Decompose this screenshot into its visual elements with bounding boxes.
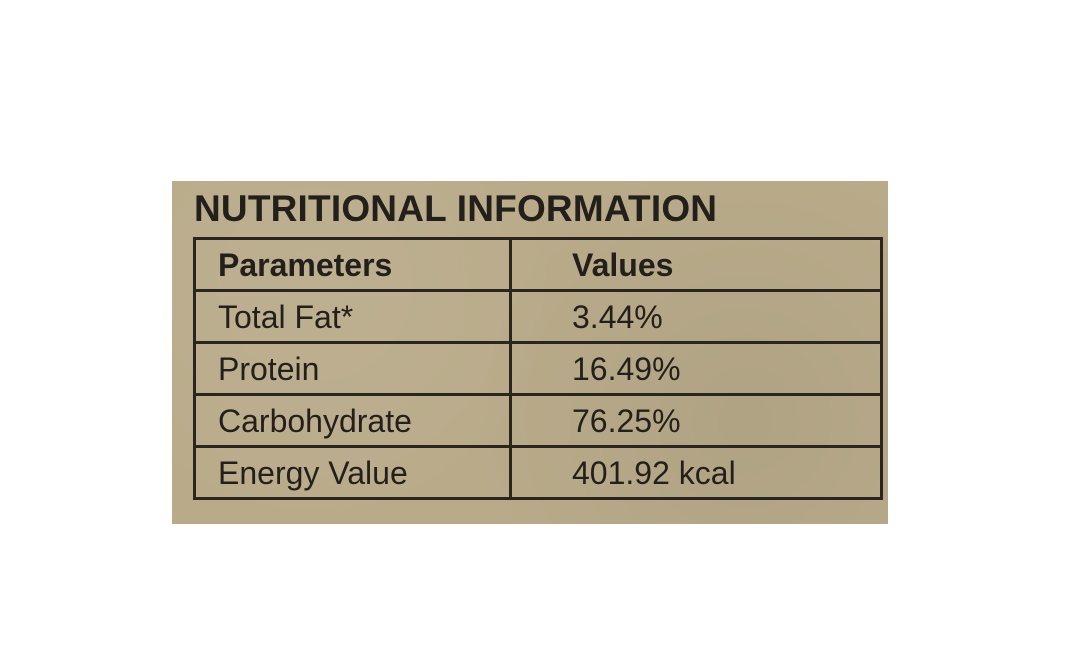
label-title: NUTRITIONAL INFORMATION — [194, 188, 718, 229]
nutrition-table: Parameters Values Total Fat* 3.44% Prote… — [193, 237, 883, 500]
value-cell: 76.25% — [509, 393, 883, 448]
value-cell: 16.49% — [509, 341, 883, 396]
value-cell: 401.92 kcal — [509, 445, 883, 500]
table-row: Carbohydrate 76.25% — [193, 393, 883, 448]
parameter-cell: Carbohydrate — [193, 393, 512, 448]
parameter-cell: Total Fat* — [193, 289, 512, 344]
parameter-cell: Energy Value — [193, 445, 512, 500]
table-row: Total Fat* 3.44% — [193, 289, 883, 344]
value-cell: 3.44% — [509, 289, 883, 344]
nutrition-label-panel: NUTRITIONAL INFORMATION Parameters Value… — [172, 181, 888, 524]
header-values: Values — [509, 237, 883, 292]
table-row: Protein 16.49% — [193, 341, 883, 396]
table-row: Energy Value 401.92 kcal — [193, 445, 883, 500]
table-header-row: Parameters Values — [193, 237, 883, 292]
header-parameters: Parameters — [193, 237, 512, 292]
parameter-cell: Protein — [193, 341, 512, 396]
